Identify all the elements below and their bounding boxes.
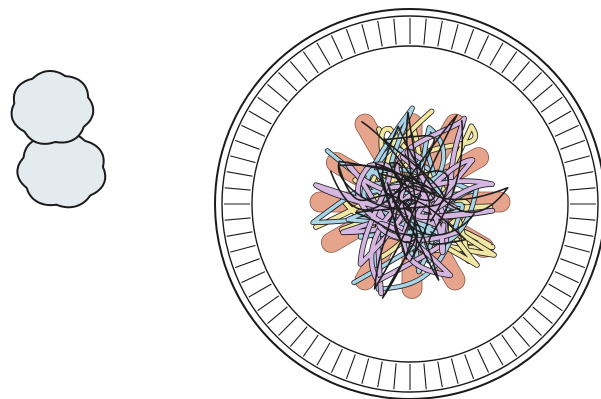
plate-ridge [501,334,518,357]
plate-ridge [361,24,370,50]
plate-ridge [235,258,260,269]
plate-ridge [316,342,331,366]
plate-ridge [235,139,260,150]
plate-ridge [567,171,594,177]
cotton-balls [10,70,107,209]
plate-ridge [540,295,563,312]
plate-ridge [377,361,383,388]
plate-ridge [437,20,443,47]
plate-ridge [393,18,397,45]
plate-ridge [345,29,356,54]
plate-ridge [450,358,459,384]
plate-ridge [501,51,518,74]
plate-ridge [330,348,343,373]
plate-ridge [423,363,427,390]
plate-ridge [226,171,253,177]
plate-ridge [489,42,504,66]
yarn-tangle [310,105,509,299]
plate-ridge [230,244,256,253]
plate-ridge [302,51,319,74]
plate-ridge [393,363,397,390]
plate-ridge [267,83,288,102]
plate-ridge [302,334,319,357]
plate-ridge [560,258,585,269]
plate-ridge [489,342,504,366]
plate-ridge [248,283,272,298]
plate-ridge [477,348,490,373]
plate-ridge [289,326,308,347]
cotton-ball-top [10,70,95,145]
plate-edge [221,15,599,393]
plate-ridge [248,110,272,125]
plate-ridge [464,29,475,54]
cotton-ball-bottom [16,130,107,209]
plate-ridge [241,271,266,284]
plate-ridge [564,155,590,164]
yarn-strand-black [337,121,509,281]
plate-ridge [345,354,356,379]
plate-ridge [569,217,596,221]
plate-ridge [477,35,490,60]
plate-ridge [361,358,370,384]
plate-ridge [554,124,579,137]
plate-ridge [267,306,288,325]
plate-ridge [226,231,253,237]
plate-ridge [257,96,280,113]
plate-ridge [532,83,553,102]
plate-ridge [540,96,563,113]
plate-ridge [560,139,585,150]
plate-ridge [224,217,251,221]
plate-ridges [224,18,596,390]
plate-ridge [522,72,542,92]
plate-ridge [512,326,531,347]
plate-ridge [377,20,383,47]
plate-ridge [567,231,594,237]
plate-ridge [554,271,579,284]
plate-ridge [241,124,266,137]
plate-ridge [464,354,475,379]
plate-ridge [437,361,443,388]
plate-ridge [569,187,596,191]
plate-ridge [522,316,542,336]
cotton-ball-icon [10,70,95,145]
plate-ridge [224,187,251,191]
plate-ridge [564,244,590,253]
plate-ridge [548,110,572,125]
yarn-strand-black [355,120,467,246]
yarn-strand-black [329,114,458,290]
plate-ridge [330,35,343,60]
plate-ridge [548,283,572,298]
plate-ridge [230,155,256,164]
plate-ridge [289,61,308,82]
plate-ridge [278,72,298,92]
plate-ridge [257,295,280,312]
plate-ridge [532,306,553,325]
plate-ridge [450,24,459,50]
plate-ridge [278,316,298,336]
plate-ridge [316,42,331,66]
plate-ridge [512,61,531,82]
cotton-ball-icon [16,130,107,209]
plate-ridge [423,18,427,45]
